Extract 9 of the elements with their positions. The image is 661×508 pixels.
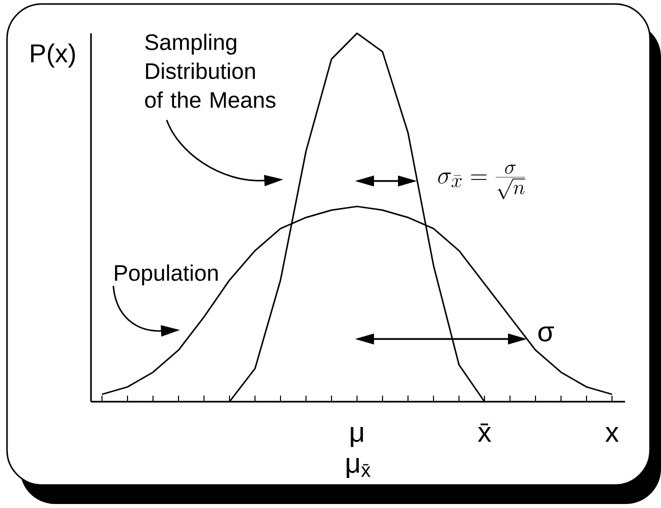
y-axis-title: P(x): [31, 44, 75, 68]
text: μ$_{x̄}$: [346, 458, 370, 478]
series-label: Population: [115, 264, 218, 286]
x-tick-label: x̄: [478, 424, 492, 442]
x-axis-title: x: [605, 426, 619, 442]
annotation: σ: [538, 326, 554, 342]
series-label: Sampling Distribution of the Means: [145, 34, 276, 108]
annotation: $\sigma_{\bar{x}} = \frac{\sigma}{\sqrt{n}}$: [438, 164, 526, 200]
x-tick-label: μ: [350, 426, 363, 448]
